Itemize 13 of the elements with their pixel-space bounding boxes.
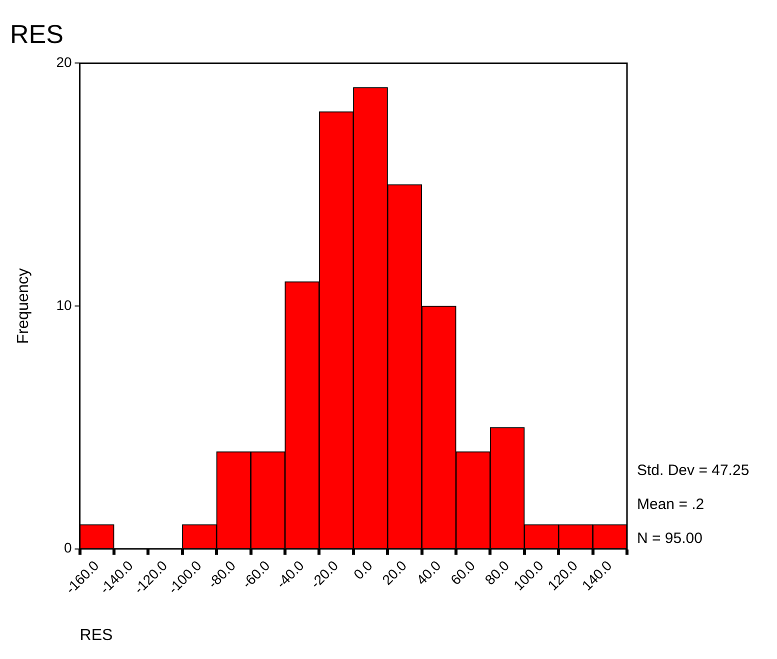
y-tick-label: 10 (56, 296, 72, 313)
text: Mean = .2 (637, 496, 704, 513)
x-tick-label: 80.0 (482, 557, 512, 588)
text: N = 95.00 (637, 530, 702, 547)
x-tick-label: 40.0 (413, 557, 444, 588)
y-axis-title: Frequency (15, 268, 32, 344)
y-tick-label: 20 (56, 54, 72, 70)
x-axis-title: RES (80, 626, 113, 644)
text: Std. Dev = 47.25 (637, 462, 750, 479)
y-tick-label: 0 (64, 540, 72, 556)
x-tick-label: 60.0 (447, 557, 478, 588)
chart-title: RES (10, 18, 64, 49)
x-tick-label: 0.0 (350, 557, 376, 582)
